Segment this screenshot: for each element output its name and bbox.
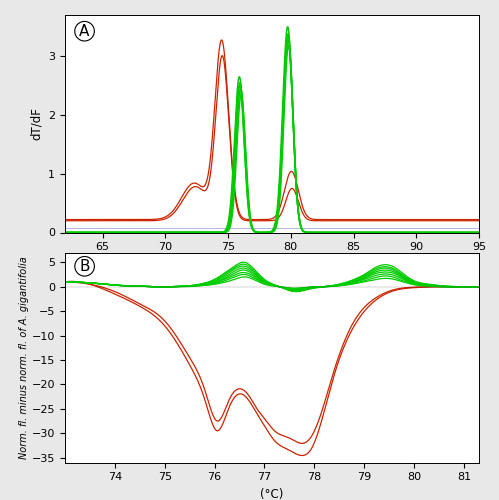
Y-axis label: Norm. fl. minus norm. fl. of A. gigantifolia: Norm. fl. minus norm. fl. of A. gigantif… bbox=[19, 256, 29, 459]
Text: B: B bbox=[79, 259, 90, 274]
Text: A: A bbox=[79, 24, 90, 38]
Y-axis label: dT/dF: dT/dF bbox=[29, 108, 42, 140]
X-axis label: (°C): (°C) bbox=[260, 488, 283, 500]
X-axis label: (°C): (°C) bbox=[260, 258, 283, 271]
